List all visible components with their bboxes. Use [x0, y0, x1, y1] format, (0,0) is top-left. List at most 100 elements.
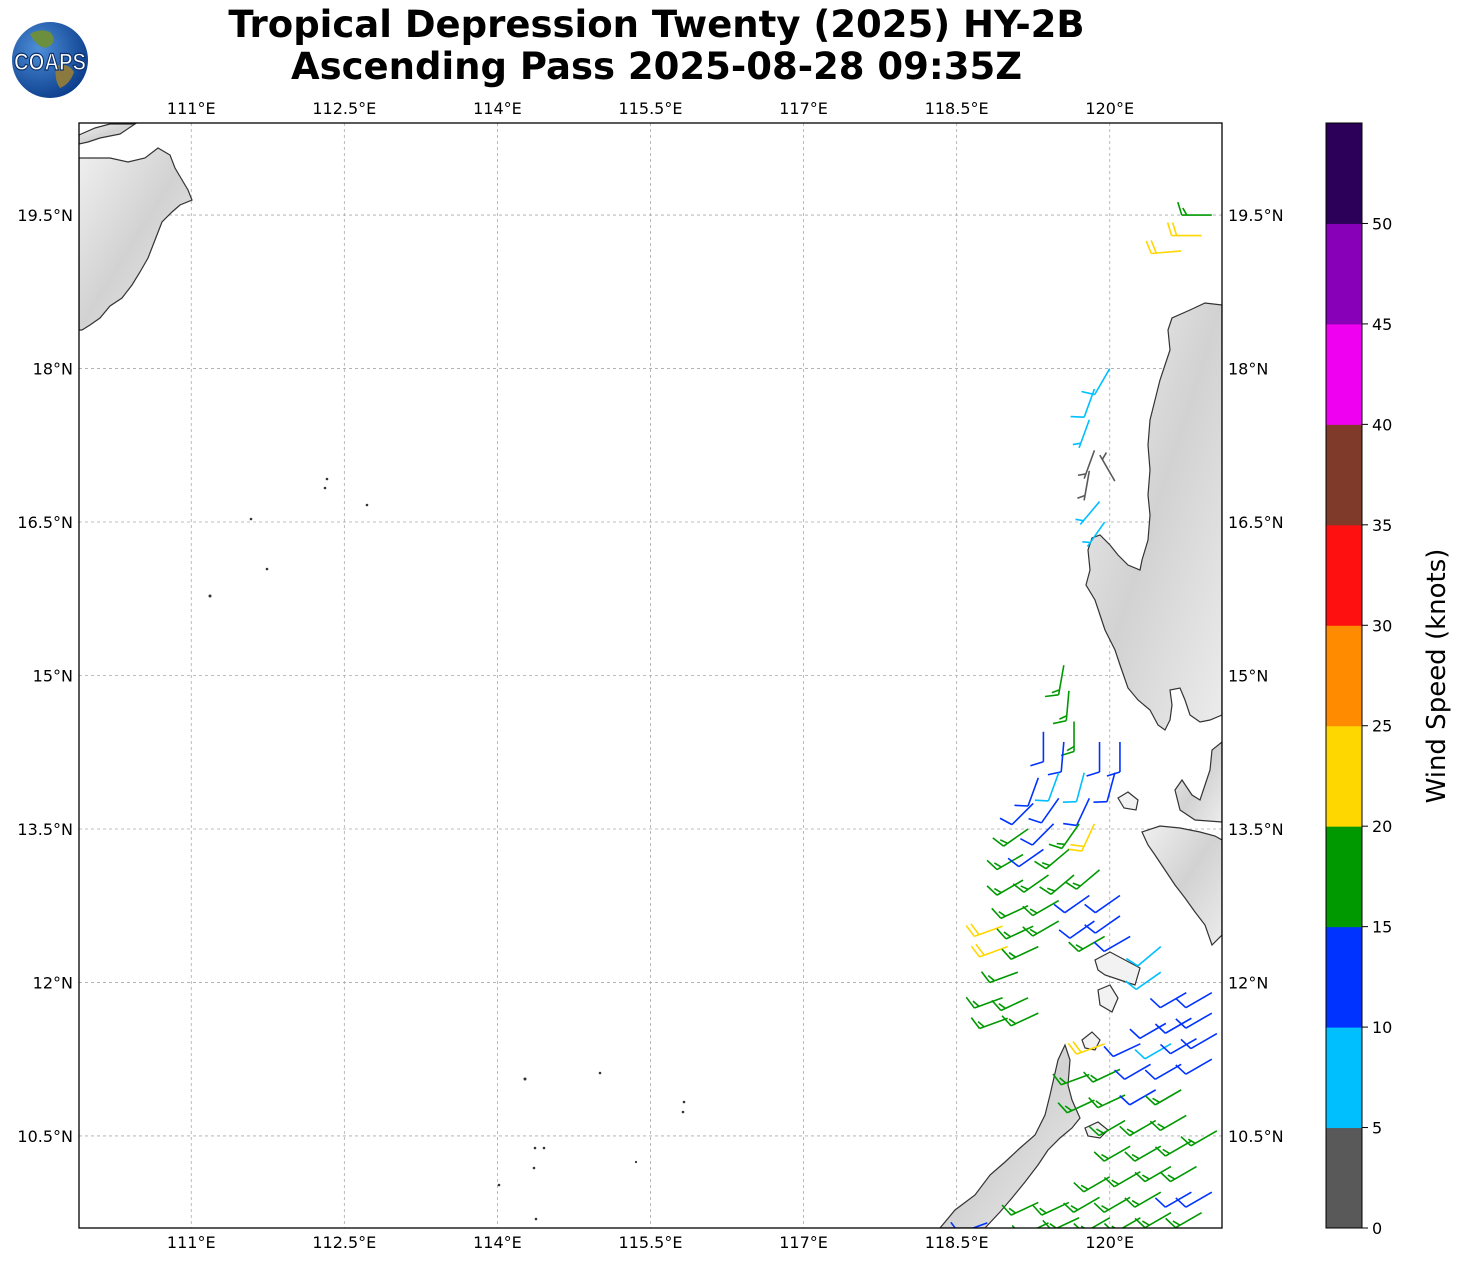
lon-tick-label-top: 117°E	[779, 99, 828, 118]
colorbar-segment	[1326, 1027, 1362, 1129]
luzon-south	[1174, 741, 1222, 823]
wind-barb	[1166, 222, 1202, 237]
wind-barb	[1086, 742, 1101, 777]
map-frame	[78, 122, 1223, 1229]
wind-barb	[1082, 521, 1106, 548]
lon-tick-label-bottom: 112.5°E	[312, 1233, 376, 1252]
marinduque-island	[1117, 791, 1139, 811]
colorbar-ticks: 0 5 10 15 20 25 30 35 40 45 50	[1362, 214, 1392, 1238]
wind-barb	[1159, 1165, 1197, 1183]
lon-tick-label-top: 120°E	[1085, 99, 1134, 118]
wind-barb	[1053, 894, 1090, 914]
wind-barb	[999, 802, 1034, 826]
wind-barb	[1039, 874, 1075, 895]
wind-barb	[1084, 894, 1121, 914]
colorbar-tick-label: 5	[1372, 1119, 1382, 1138]
wind-barb	[1045, 665, 1065, 698]
wind-barb	[1001, 1201, 1039, 1216]
colorbar-tick-label: 30	[1372, 616, 1392, 635]
wind-barb	[1175, 1191, 1213, 1208]
wind-barb	[1047, 741, 1065, 776]
title-line-2: Ascending Pass 2025-08-28 09:35Z	[290, 45, 1023, 88]
lat-tick-label-left: 16.5°N	[17, 513, 73, 532]
wind-barb	[1180, 1130, 1218, 1147]
wind-barb	[1077, 450, 1096, 479]
wind-barb	[1119, 1089, 1157, 1106]
lat-tick-label-right: 13.5°N	[1228, 820, 1284, 839]
map-panel[interactable]: 111°E 111°E 112.5°E 112.5°E 114°E 114°E 115.5°…	[0, 0, 1300, 1264]
wind-barb	[1145, 240, 1182, 255]
colorbar-tick-label: 20	[1372, 817, 1392, 836]
wind-barb	[992, 828, 1029, 847]
wind-barb	[1180, 1032, 1218, 1050]
wind-barb	[1175, 1012, 1213, 1029]
colorbar-segment	[1326, 223, 1362, 325]
logo-text: COAPS	[14, 49, 86, 76]
colorbar-segment	[1326, 725, 1362, 827]
wind-barb	[1068, 823, 1096, 852]
wind-barb	[1084, 915, 1121, 934]
wind-barb	[1134, 1211, 1172, 1228]
colorbar-tick-label: 10	[1372, 1018, 1392, 1037]
wind-barb	[1062, 772, 1086, 803]
lon-tick-label-top: 115.5°E	[619, 99, 683, 118]
colorbar-segment	[1326, 424, 1362, 526]
wind-barb	[1149, 991, 1187, 1009]
wind-barb	[1129, 1022, 1167, 1040]
wind-barb	[1125, 946, 1162, 967]
lat-tick-label-right: 16.5°N	[1228, 513, 1284, 532]
lon-tick-label-bottom: 115.5°E	[619, 1233, 683, 1252]
lon-tick-label-top: 114°E	[473, 99, 522, 118]
lon-tick-label-top: 111°E	[167, 99, 216, 118]
wind-barb	[1124, 1191, 1162, 1208]
wind-barb	[1052, 690, 1070, 725]
continent-shape	[30, 30, 54, 48]
lat-tick-label-right: 10.5°N	[1228, 1127, 1284, 1146]
lat-tick-label-left: 13.5°N	[17, 820, 73, 839]
wind-barb	[1103, 1043, 1141, 1058]
lat-tick-label-right: 19.5°N	[1228, 206, 1284, 225]
lat-tick-label-right: 15°N	[1228, 667, 1268, 686]
wind-barb	[1028, 797, 1060, 824]
colorbar-tick-label: 0	[1372, 1219, 1382, 1238]
wind-barb	[1073, 1217, 1111, 1228]
colorbar-segment	[1326, 123, 1362, 224]
wind-barb	[996, 925, 1034, 940]
colorbar-segment	[1326, 323, 1362, 425]
axis-tick-labels: 111°E 111°E 112.5°E 112.5°E 114°E 114°E 115.5°…	[17, 99, 1283, 1252]
wind-barb	[980, 971, 1019, 984]
lon-tick-label-bottom: 117°E	[779, 1233, 828, 1252]
colorbar-segment	[1326, 926, 1362, 1028]
lat-tick-label-left: 12°N	[33, 973, 73, 992]
colorbar-segment	[1326, 625, 1362, 727]
wind-barb	[1088, 1119, 1126, 1137]
wind-barb	[1052, 1073, 1090, 1086]
lon-tick-label-top: 118.5°E	[925, 99, 989, 118]
wind-barb	[1154, 1017, 1192, 1034]
wind-barb	[1063, 797, 1091, 827]
wind-barb	[1093, 1145, 1131, 1162]
wind-barb	[1154, 1140, 1192, 1157]
wind-barb	[1014, 777, 1040, 807]
wind-barb	[1144, 1089, 1182, 1106]
colorbar-segment	[1326, 826, 1362, 928]
wind-barb	[1030, 731, 1045, 767]
wind-barb	[1124, 971, 1162, 991]
wind-barb	[1064, 869, 1101, 890]
lon-tick-label-top: 112.5°E	[312, 99, 376, 118]
wind-barb	[1034, 772, 1060, 802]
leizhou-hainan-land	[79, 147, 193, 331]
wind-barb	[1001, 945, 1039, 961]
mindoro-island	[1141, 825, 1222, 947]
colorbar-tick-label: 25	[1372, 717, 1392, 736]
coaps-logo: COAPS	[12, 22, 88, 98]
continent-shape	[55, 64, 74, 88]
wind-barb	[1093, 772, 1116, 803]
wind-barb	[1048, 823, 1080, 850]
wind-barb	[1177, 201, 1212, 216]
hainan-island	[79, 123, 137, 145]
wind-barb	[1149, 1114, 1187, 1132]
wind-barb	[965, 923, 1003, 938]
page-title: Tropical Depression Twenty (2025) HY-2B …	[0, 4, 1313, 88]
wind-barb	[1114, 1063, 1151, 1080]
